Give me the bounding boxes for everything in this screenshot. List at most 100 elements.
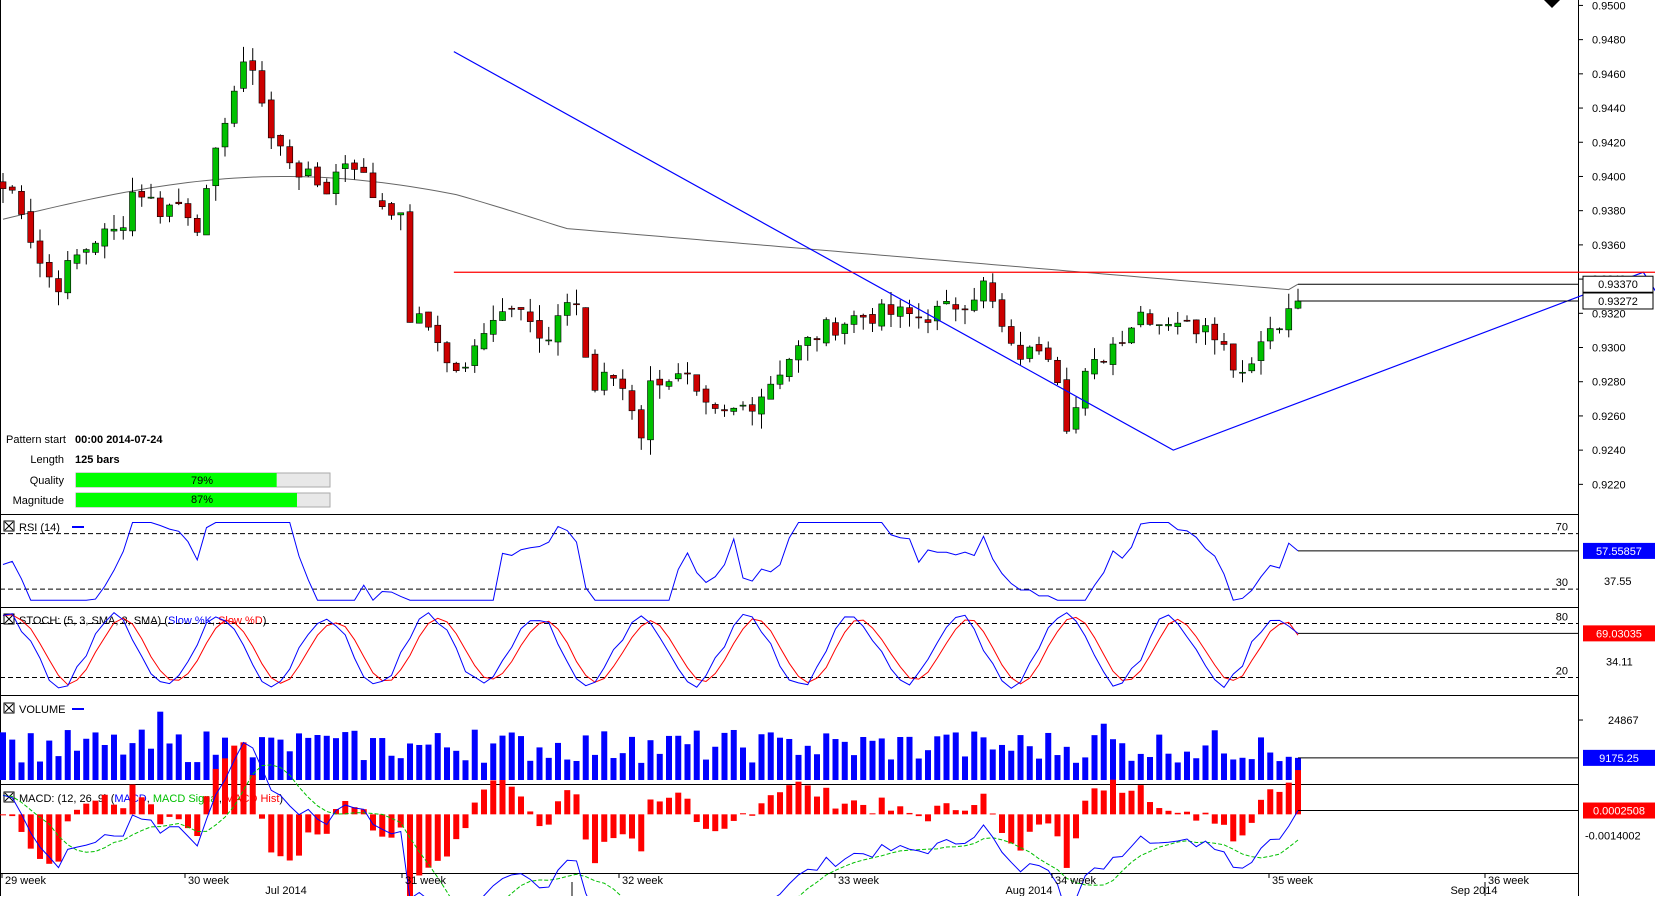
volume-bar xyxy=(638,762,645,780)
macd-hist-bar xyxy=(675,792,682,815)
macd-hist-bar xyxy=(980,793,987,815)
stoch-title-suffix: ) xyxy=(263,615,267,627)
macd-hist-bar xyxy=(943,803,950,815)
candle-body xyxy=(721,409,728,412)
candle-body xyxy=(989,282,997,302)
volume-bar xyxy=(1110,739,1116,780)
macd-hist-bar xyxy=(712,814,719,832)
volume-bar xyxy=(37,761,43,780)
volume-bar xyxy=(1221,753,1227,780)
volume-bar xyxy=(92,732,99,780)
macd-hist-bar xyxy=(444,814,450,857)
macd-hist-bar xyxy=(0,814,6,816)
macd-hist-bar xyxy=(1045,814,1052,824)
macd-hist-bar xyxy=(416,814,423,876)
price-tag-label: 0.93370 xyxy=(1598,279,1638,291)
stoch-k-line xyxy=(2,612,1299,689)
volume-bar xyxy=(1100,723,1107,780)
volume-bar xyxy=(323,735,330,780)
volume-bar xyxy=(101,744,108,780)
candle-body xyxy=(156,197,164,217)
volume-title: VOLUME xyxy=(19,704,65,716)
macd-hist-bar xyxy=(1202,812,1209,815)
candle-body xyxy=(119,227,127,231)
candle-body xyxy=(45,262,53,278)
volume-bar xyxy=(0,732,6,780)
macd-hist-bar xyxy=(499,780,506,815)
volume-bar xyxy=(999,744,1005,780)
candle-body xyxy=(1266,328,1274,342)
candle-body xyxy=(1211,323,1219,341)
candle-body xyxy=(267,99,275,139)
volume-bar xyxy=(1276,761,1283,780)
volume-bar xyxy=(508,732,515,780)
macd-hist-bar xyxy=(1008,814,1015,844)
pattern-start-label: Pattern start xyxy=(6,434,66,446)
candle-body xyxy=(332,171,340,194)
macd-hist-bar xyxy=(564,790,571,815)
macd-title-suffix: ) xyxy=(279,793,283,805)
volume-bar xyxy=(980,737,987,780)
volume-bar xyxy=(1026,746,1033,780)
candle-body xyxy=(554,315,562,343)
volume-bar xyxy=(268,737,275,780)
volume-bar xyxy=(823,733,830,780)
candle-body xyxy=(397,212,405,216)
candle-body xyxy=(360,166,368,173)
macd-hist-bar xyxy=(536,814,543,827)
macd-hist-bar xyxy=(1026,814,1033,832)
candle-body xyxy=(915,316,923,319)
candle-body xyxy=(693,374,701,392)
macd-hist-bar xyxy=(37,814,43,859)
macd-hist-bar xyxy=(27,814,34,849)
volume-bar xyxy=(795,754,802,780)
macd-hist-bar xyxy=(730,814,737,821)
candle-body xyxy=(1146,313,1154,325)
macd-hist-bar xyxy=(1110,779,1116,815)
candle-body xyxy=(462,366,469,369)
volume-bar xyxy=(721,732,728,780)
volume-bar xyxy=(675,735,682,780)
volume-bar xyxy=(832,739,839,780)
volume-bar xyxy=(1119,743,1126,780)
macd-hist-bar xyxy=(860,804,867,815)
quality-label: Quality xyxy=(30,475,65,487)
candle-body xyxy=(804,337,812,346)
candle-body xyxy=(295,162,303,178)
macd-hist-bar xyxy=(573,794,580,815)
volume-bar xyxy=(499,735,506,780)
candle-body xyxy=(1174,322,1182,327)
candle-body xyxy=(73,254,81,264)
macd-hist-bar xyxy=(647,799,654,815)
candle-body xyxy=(702,388,710,403)
candle-body xyxy=(943,301,950,305)
price-tick-label: 0.9480 xyxy=(1592,35,1626,47)
macd-hist-bar xyxy=(1221,814,1227,825)
length-label: Length xyxy=(30,454,64,466)
candle-body xyxy=(776,374,784,385)
macd-hist-bar xyxy=(203,796,210,815)
volume-bar xyxy=(462,760,469,780)
macd-hist-bar xyxy=(804,785,811,815)
candle-body xyxy=(545,339,553,342)
candle-body xyxy=(906,307,913,315)
volume-bar xyxy=(203,731,210,780)
macd-hist-bar xyxy=(601,814,608,842)
candle-body xyxy=(656,378,664,386)
volume-panel: VOLUME 24867 9175.25 xyxy=(0,702,1655,780)
volume-bar xyxy=(1008,750,1015,780)
price-tags: 0.93370 0.93272 xyxy=(1298,275,1654,310)
candle-body xyxy=(1165,324,1172,327)
macd-hist-bar xyxy=(490,780,497,815)
volume-bar xyxy=(730,729,737,780)
volume-bar xyxy=(342,732,349,780)
volume-bar xyxy=(351,730,358,780)
stoch-level-label: 80 xyxy=(1556,612,1568,624)
stoch-axis-label: 34.11 xyxy=(1606,657,1633,669)
macd-hist-bar xyxy=(342,800,349,815)
panel-frames xyxy=(0,0,1579,896)
volume-bar xyxy=(249,757,256,780)
volume-bar xyxy=(841,741,848,780)
candlesticks xyxy=(0,46,1302,455)
